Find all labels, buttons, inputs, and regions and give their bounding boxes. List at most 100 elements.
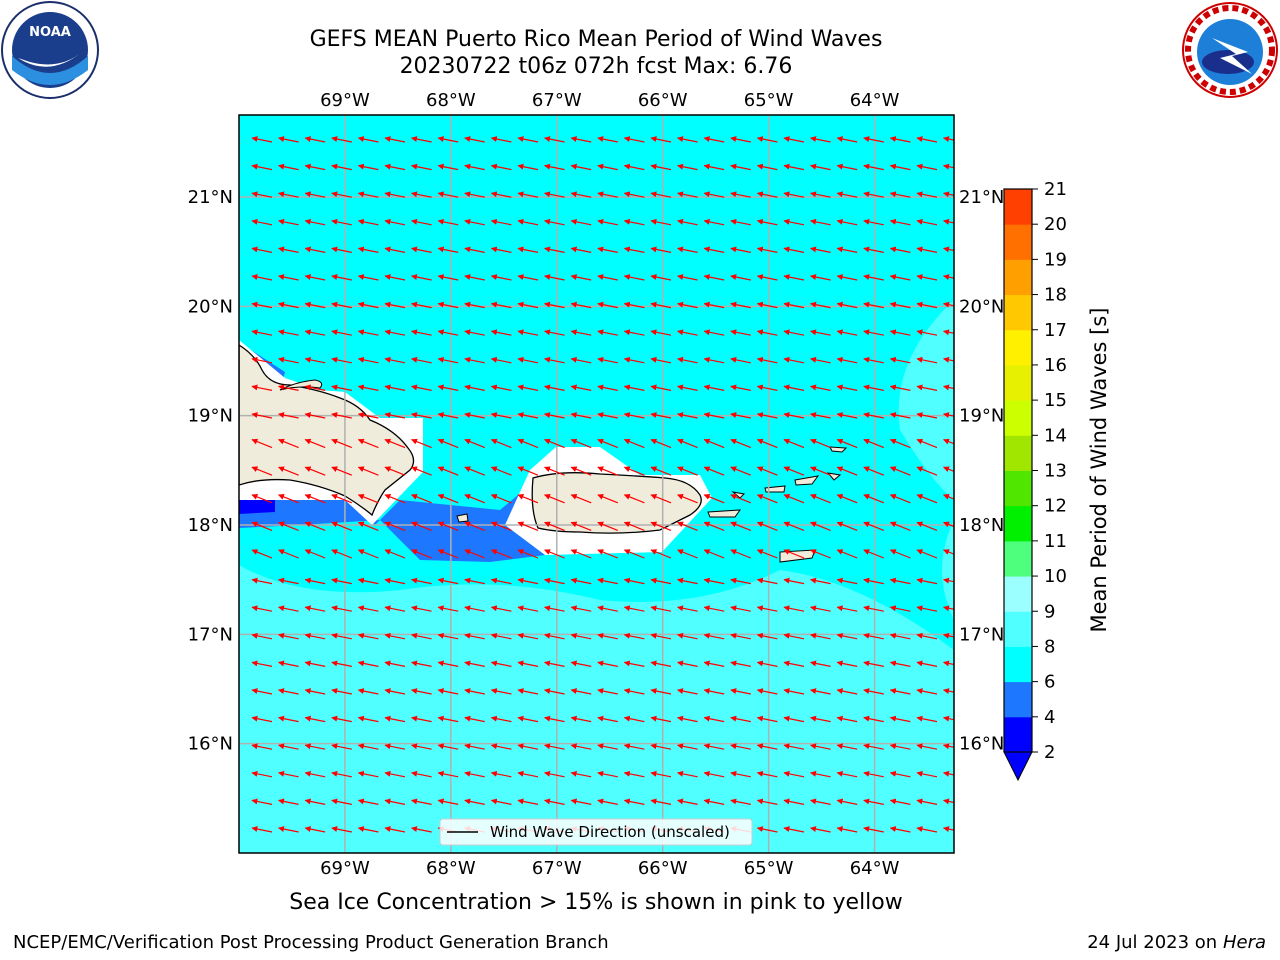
wind-vector (357, 798, 379, 805)
colorbar-tick-label: 11 (1044, 531, 1067, 552)
wind-vector (544, 521, 565, 531)
colorbar-tick-label: 2 (1044, 742, 1055, 763)
wind-vector (836, 136, 858, 143)
wind-vector (411, 798, 432, 805)
wind-vector (783, 605, 805, 612)
wind-vector (490, 301, 512, 309)
wind-vector (411, 246, 432, 253)
wind-vector (623, 798, 645, 805)
lat-tick-label: 19°N (959, 406, 1004, 427)
wind-vector (331, 329, 352, 336)
wind-vector (756, 246, 778, 253)
wind-vector (570, 274, 592, 281)
wind-vector (863, 577, 884, 585)
colorbar-swatch (1004, 611, 1032, 647)
wind-vector (703, 274, 725, 281)
wind-vector (703, 356, 725, 364)
colorbar-tick-label: 13 (1044, 461, 1067, 482)
wind-vector (836, 274, 858, 281)
wind-vector (517, 743, 539, 750)
wind-vector (357, 605, 379, 612)
wind-vector (810, 688, 831, 695)
wind-vector (517, 412, 539, 419)
wind-vector (544, 412, 565, 419)
wind-vector (730, 494, 752, 504)
wind-vector (304, 191, 326, 198)
wind-vector (703, 770, 725, 778)
wind-vector (304, 521, 326, 531)
wind-vector (490, 660, 512, 667)
wind-vector (411, 770, 432, 778)
wind-vector (544, 301, 565, 309)
wind-vector (703, 688, 725, 695)
wind-vector (331, 384, 352, 391)
wind-vector (251, 715, 273, 723)
wind-vector (251, 521, 273, 531)
wind-vector (756, 743, 778, 750)
wind-vector (863, 466, 885, 476)
wind-vector (517, 521, 539, 531)
wind-vector (304, 688, 326, 695)
lon-tick-label: 68°W (426, 90, 476, 111)
lat-tick-label: 17°N (188, 624, 233, 645)
period-band-2-4 (239, 485, 545, 562)
wind-vector (331, 301, 352, 309)
wind-vector (251, 743, 273, 750)
wind-vector (490, 549, 512, 559)
lat-tick-label: 16°N (188, 734, 233, 755)
wind-vector (916, 743, 938, 750)
wind-vector (916, 632, 938, 640)
wind-vector (863, 329, 884, 336)
wind-vector (623, 274, 645, 281)
wind-vector (251, 136, 273, 143)
wind-vector (916, 521, 938, 531)
wind-vector (783, 715, 805, 723)
wind-vector (889, 632, 911, 640)
wind-vector (650, 770, 672, 778)
wind-vector (783, 163, 805, 171)
wind-vector (730, 136, 751, 143)
wind-vector (517, 632, 539, 640)
wind-vector (597, 246, 618, 253)
noaa-logo-text: NOAA (29, 25, 71, 40)
wind-vector (916, 770, 938, 778)
wind-vector (889, 191, 911, 198)
wind-vector (730, 301, 751, 309)
wind-vector (384, 136, 406, 143)
wind-vector (304, 798, 326, 805)
legend-label: Wind Wave Direction (unscaled) (490, 823, 730, 841)
wind-vector (623, 466, 645, 476)
wind-vector (304, 466, 326, 476)
wind-vector (357, 218, 379, 226)
colorbar-tick-label: 6 (1044, 672, 1055, 693)
wind-vector (916, 218, 938, 226)
wind-vector (597, 191, 618, 198)
wind-vector (730, 770, 751, 778)
colorbar-tick-label: 10 (1044, 566, 1067, 587)
wind-vector (783, 301, 805, 309)
wind-vector (570, 384, 592, 391)
wind-vector (597, 466, 619, 476)
wind-vector (464, 466, 486, 476)
wind-vector (597, 770, 618, 778)
wind-vector (756, 494, 778, 504)
wind-vector (916, 329, 938, 336)
wind-vector (304, 770, 326, 778)
wind-vector (836, 466, 858, 476)
wind-vector (597, 660, 618, 667)
wind-vector (916, 274, 938, 281)
wind-vector (730, 356, 751, 364)
wind-vector (623, 521, 645, 531)
wind-vector (810, 577, 831, 585)
wind-vector (650, 660, 672, 667)
wind-vector (836, 218, 858, 226)
wind-vector (916, 605, 938, 612)
wind-vector (836, 715, 858, 723)
wind-vector (304, 384, 326, 391)
wind-vector (623, 549, 645, 559)
wind-vector (730, 660, 751, 667)
wind-vector (251, 301, 273, 309)
wind-vector (251, 605, 273, 612)
wind-vector (278, 163, 299, 171)
wind-vector (278, 577, 299, 585)
